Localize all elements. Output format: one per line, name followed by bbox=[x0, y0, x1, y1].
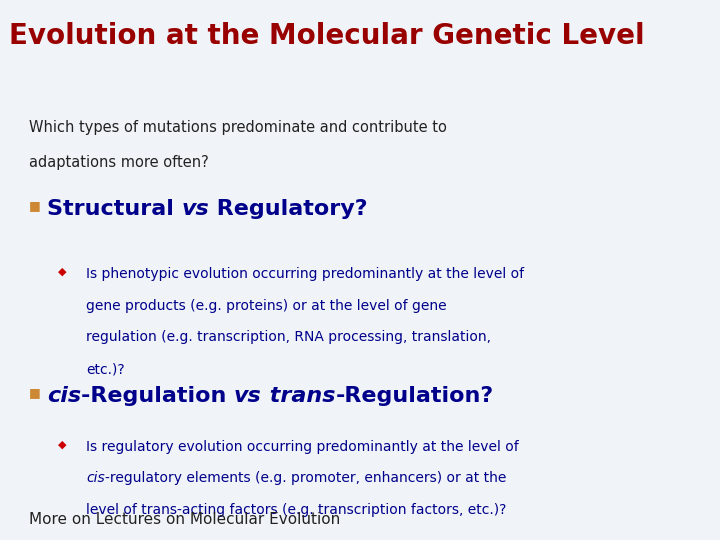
Text: More on Lectures on Molecular Evolution: More on Lectures on Molecular Evolution bbox=[29, 512, 340, 527]
Text: -Regulation?: -Regulation? bbox=[336, 386, 493, 406]
Text: ■: ■ bbox=[29, 386, 40, 399]
Text: -Regulation: -Regulation bbox=[81, 386, 234, 406]
Text: Evolution at the Molecular Genetic Level: Evolution at the Molecular Genetic Level bbox=[9, 23, 644, 50]
Text: etc.)?: etc.)? bbox=[86, 362, 125, 376]
Text: vs: vs bbox=[234, 386, 262, 406]
Text: ■: ■ bbox=[29, 199, 40, 212]
Text: gene products (e.g. proteins) or at the level of gene: gene products (e.g. proteins) or at the … bbox=[86, 299, 447, 313]
Text: trans: trans bbox=[262, 386, 336, 406]
Text: Which types of mutations predominate and contribute to: Which types of mutations predominate and… bbox=[29, 119, 446, 134]
Text: level of trans-acting factors (e.g. transcription factors, etc.)?: level of trans-acting factors (e.g. tran… bbox=[86, 503, 507, 517]
Text: adaptations more often?: adaptations more often? bbox=[29, 154, 209, 170]
Text: Structural: Structural bbox=[47, 199, 181, 219]
Text: Is phenotypic evolution occurring predominantly at the level of: Is phenotypic evolution occurring predom… bbox=[86, 267, 525, 281]
Text: cis: cis bbox=[86, 471, 105, 485]
Text: vs: vs bbox=[181, 199, 210, 219]
Text: Regulatory?: Regulatory? bbox=[210, 199, 368, 219]
Text: ◆: ◆ bbox=[58, 267, 66, 276]
Text: regulation (e.g. transcription, RNA processing, translation,: regulation (e.g. transcription, RNA proc… bbox=[86, 330, 491, 345]
Text: -regulatory elements (e.g. promoter, enhancers) or at the: -regulatory elements (e.g. promoter, enh… bbox=[105, 471, 507, 485]
Text: Is regulatory evolution occurring predominantly at the level of: Is regulatory evolution occurring predom… bbox=[86, 440, 519, 454]
Text: cis: cis bbox=[47, 386, 81, 406]
Text: ◆: ◆ bbox=[58, 440, 66, 450]
